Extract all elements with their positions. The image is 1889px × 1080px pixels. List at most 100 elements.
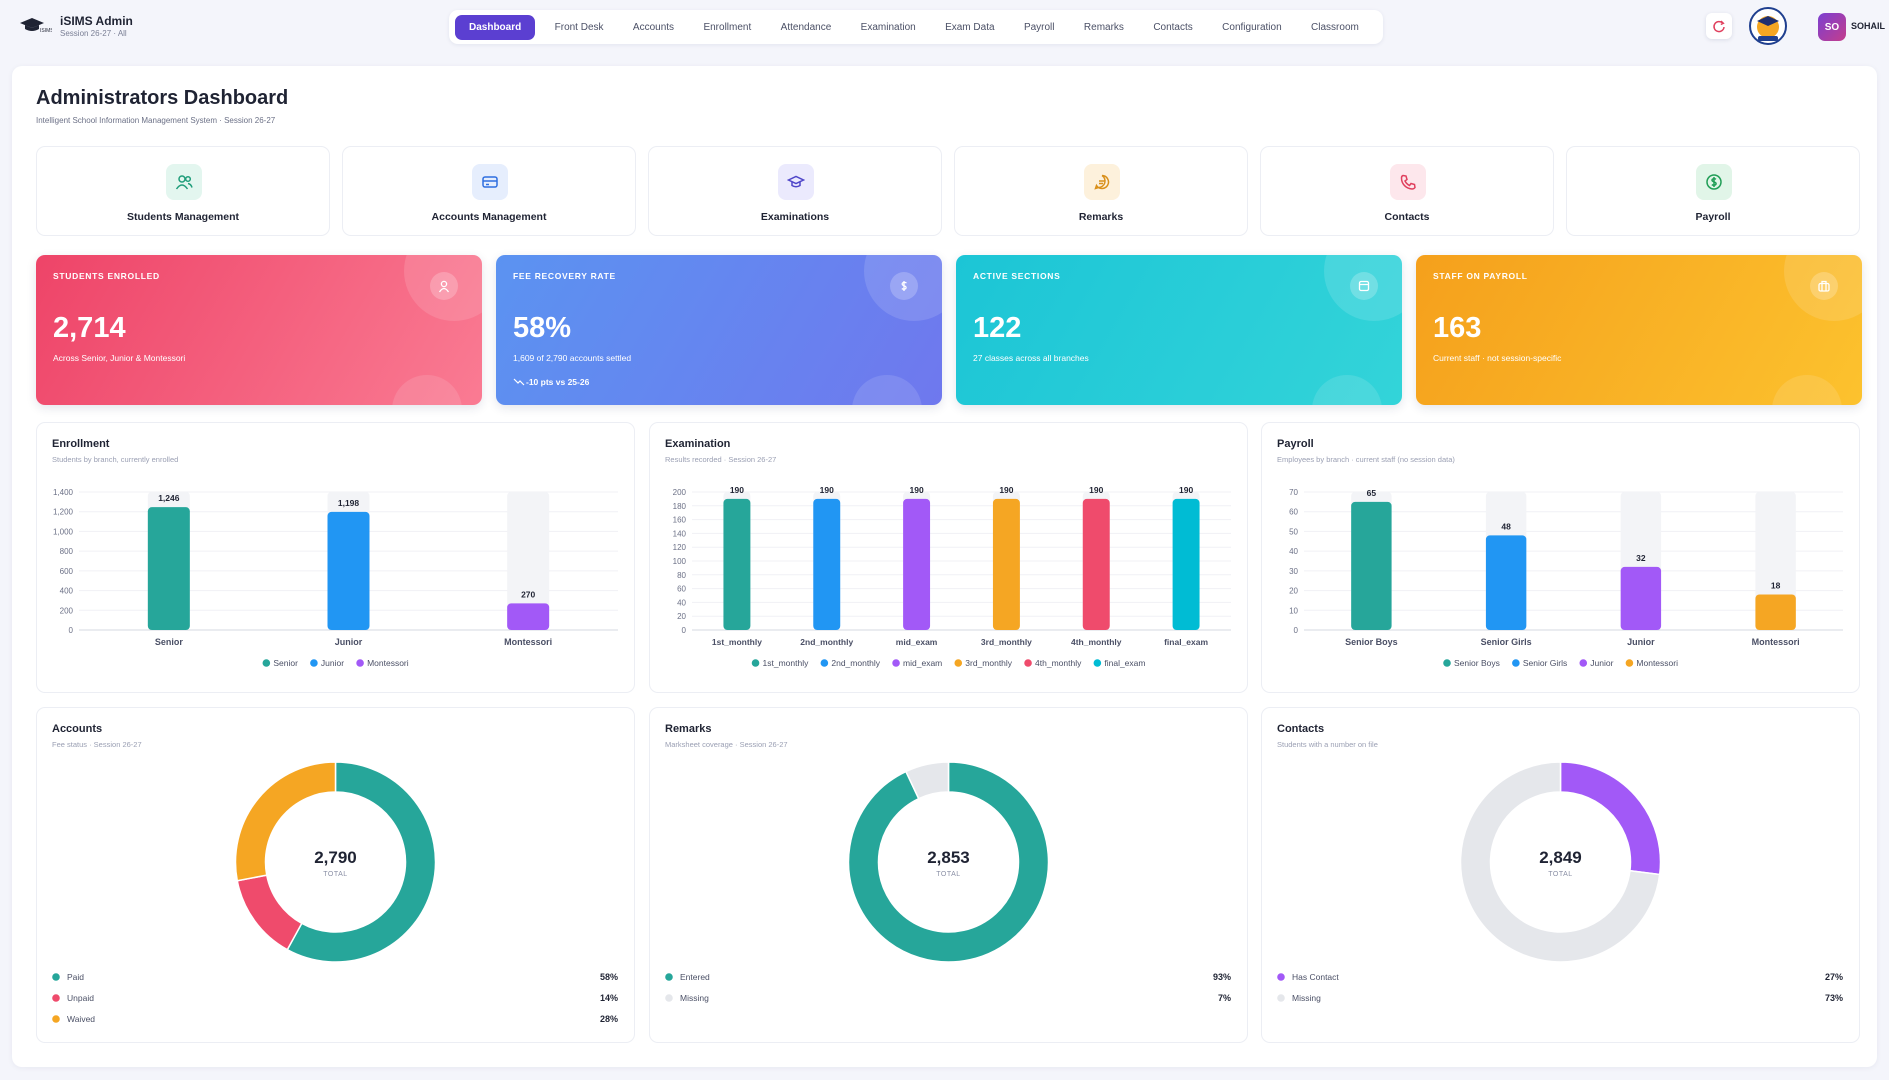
y-tick-label: 20 — [677, 612, 686, 621]
value-label: 190 — [1089, 485, 1103, 495]
chart-subtitle: Students with a number on file — [1277, 740, 1378, 749]
legend-swatch — [954, 659, 963, 667]
stat-value: 122 — [973, 312, 1022, 344]
legend-label: 4th_monthly — [1035, 658, 1082, 668]
stat-note: Across Senior, Junior & Montessori — [53, 353, 186, 363]
y-tick-label: 180 — [673, 502, 687, 511]
legend-swatch — [820, 659, 829, 667]
y-tick-label: 400 — [60, 587, 74, 596]
stat-value: 2,714 — [53, 312, 126, 344]
nav-item[interactable]: Enrollment — [703, 21, 752, 33]
legend-label: Missing — [680, 993, 709, 1003]
y-tick-label: 1,400 — [53, 488, 74, 497]
nav-item[interactable]: Dashboard — [455, 14, 536, 40]
x-tick-label: 2nd_monthly — [800, 637, 853, 647]
legend: Senior Junior Montessori — [262, 658, 409, 668]
legend-swatch — [310, 659, 318, 667]
donut-segment — [1459, 761, 1661, 963]
nav-item[interactable]: Examination — [860, 21, 916, 33]
stat-value: 58% — [513, 312, 572, 344]
y-tick-label: 40 — [1289, 547, 1298, 556]
page-title: Administrators Dashboard — [36, 87, 289, 109]
nav-item[interactable]: Contacts — [1153, 21, 1193, 33]
module-label: Payroll — [1695, 211, 1731, 223]
legend-label: mid_exam — [903, 658, 942, 668]
legend-label: Entered — [680, 972, 710, 982]
module-card[interactable]: Payroll — [1566, 146, 1860, 236]
bar — [813, 498, 841, 630]
x-tick-label: mid_exam — [896, 637, 938, 647]
legend-swatch — [1443, 659, 1451, 667]
stat-card: FEE RECOVERY RATE 58% 1,609 of 2,790 accou… — [496, 255, 942, 405]
nav-item[interactable]: Front Desk — [554, 21, 604, 33]
value-label: 1,198 — [338, 498, 360, 508]
donut-total: 2,849 — [1539, 848, 1582, 867]
value-label: 7% — [1218, 993, 1231, 1003]
donut-segment — [904, 761, 950, 800]
donut-total: 2,853 — [927, 848, 970, 867]
legend-swatch — [52, 973, 60, 981]
nav-bar: Dashboard Front Desk Accounts Enrollment Att… — [449, 10, 1383, 44]
module-card[interactable]: Examinations — [648, 146, 942, 236]
legend-swatch — [1024, 659, 1032, 667]
logo: ISIMS — [20, 18, 52, 34]
chart-card: Remarks Marksheet coverage · Session 26-2… — [649, 707, 1248, 1043]
legend-swatch — [1277, 994, 1285, 1002]
nav-item[interactable]: Accounts — [632, 21, 675, 33]
y-tick-label: 800 — [60, 547, 74, 556]
nav-item[interactable]: Classroom — [1311, 21, 1359, 33]
bar — [1082, 498, 1110, 630]
nav-item[interactable]: Remarks — [1083, 21, 1124, 33]
bar — [327, 511, 370, 630]
stat-note: 1,609 of 2,790 accounts settled — [513, 353, 632, 363]
module-card[interactable]: Students Management — [36, 146, 330, 236]
donut-segment — [236, 874, 303, 951]
bar — [507, 603, 550, 630]
refresh-button[interactable] — [1706, 13, 1732, 39]
nav-item[interactable]: Payroll — [1023, 21, 1055, 33]
chart-subtitle: Results recorded · Session 26-27 — [665, 455, 776, 464]
donut-segment — [847, 761, 1050, 963]
chart-card: Examination Results recorded · Session 26… — [649, 422, 1248, 693]
user-avatar[interactable]: SO — [1818, 13, 1846, 41]
legend-swatch — [1093, 659, 1102, 667]
legend-swatch — [751, 659, 760, 667]
nav-item[interactable]: Configuration — [1222, 21, 1282, 33]
module-card[interactable]: Accounts Management — [342, 146, 636, 236]
bar — [723, 498, 751, 630]
bar — [1485, 535, 1527, 630]
bar — [1755, 594, 1796, 630]
stat-note: Current staff · not session-specific — [1433, 353, 1562, 363]
module-card[interactable]: Remarks — [954, 146, 1248, 236]
nav-item[interactable]: Exam Data — [945, 21, 995, 33]
legend-label: Senior — [273, 658, 298, 668]
stat-card: ACTIVE SECTIONS 122 27 classes across all … — [956, 255, 1402, 405]
y-tick-label: 10 — [1289, 606, 1298, 615]
value-label: 14% — [600, 993, 618, 1003]
value-label: 270 — [521, 589, 535, 599]
nav-item[interactable]: Attendance — [780, 21, 832, 33]
chart-title: Examination — [665, 438, 731, 450]
stat-label: STAFF ON PAYROLL — [1433, 271, 1528, 281]
value-label: 28% — [600, 1014, 618, 1024]
chart: Payroll Employees by branch · current sta… — [1277, 438, 1843, 668]
x-tick-label: 4th_monthly — [1071, 637, 1122, 647]
legend-label: Unpaid — [67, 993, 94, 1003]
stat-label: FEE RECOVERY RATE — [513, 271, 616, 281]
legend-label: 3rd_monthly — [965, 658, 1013, 668]
y-tick-label: 70 — [1289, 488, 1298, 497]
value-label: 190 — [909, 485, 923, 495]
y-tick-label: 60 — [1289, 508, 1298, 517]
legend-swatch — [1579, 659, 1588, 667]
x-tick-label: Junior — [1627, 637, 1655, 647]
module-card[interactable]: Contacts — [1260, 146, 1554, 236]
legend-label: final_exam — [1104, 658, 1145, 668]
bar — [1620, 566, 1662, 630]
value-label: 190 — [999, 485, 1013, 495]
y-tick-label: 20 — [1289, 587, 1298, 596]
legend-label: Senior Boys — [1454, 658, 1500, 668]
legend-swatch — [892, 659, 900, 667]
value-label: 18 — [1771, 581, 1781, 591]
legend-label: Waived — [67, 1014, 95, 1024]
